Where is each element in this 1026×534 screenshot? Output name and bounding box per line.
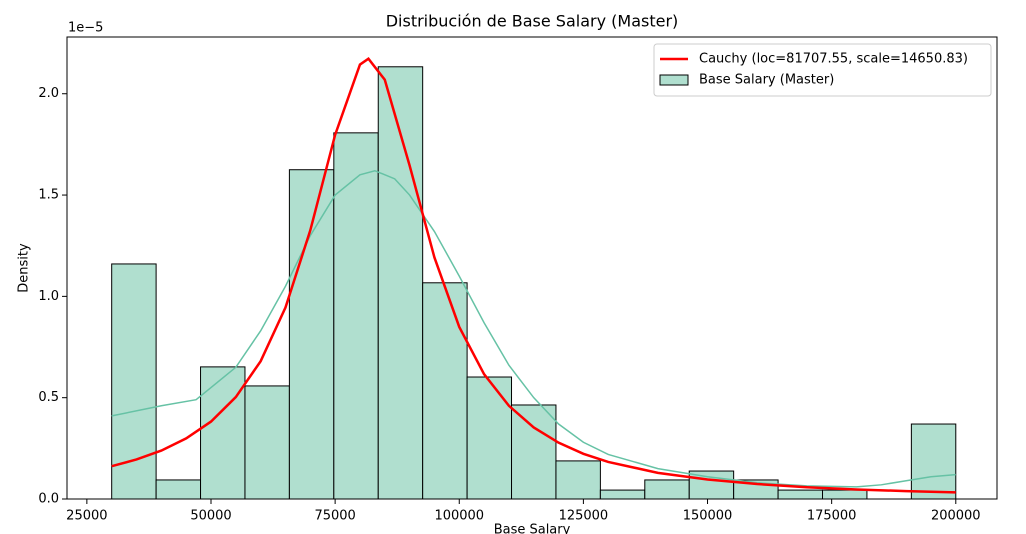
- kde-line: [111, 169, 956, 488]
- histogram-bar: [910, 423, 957, 500]
- histogram-bar: [155, 479, 202, 500]
- legend-swatch: [659, 74, 689, 86]
- x-tick-label: 200000: [931, 509, 981, 524]
- chart-title: Distribución de Base Salary (Master): [386, 12, 679, 31]
- legend-label: Base Salary (Master): [699, 73, 834, 88]
- histogram-bar: [599, 489, 646, 500]
- legend-label: Cauchy (loc=81707.55, scale=14650.83): [699, 52, 968, 67]
- x-tick-label: 175000: [807, 509, 857, 524]
- histogram-bar: [466, 376, 513, 500]
- y-tick-label: 1.5: [38, 188, 59, 203]
- histogram-bar: [688, 470, 735, 500]
- histogram-bar: [422, 282, 468, 500]
- y-tick-label: 2.0: [38, 86, 59, 101]
- histogram-bar: [288, 169, 335, 500]
- histogram-bar: [333, 132, 379, 500]
- histogram-bar: [244, 385, 290, 500]
- x-tick-label: 100000: [434, 509, 484, 524]
- fit-line: [111, 56, 956, 494]
- x-tick-label: 50000: [190, 509, 231, 524]
- histogram-bar: [822, 489, 868, 500]
- histogram-bar: [555, 460, 601, 500]
- histogram-bar: [777, 489, 824, 500]
- histogram-bar: [200, 366, 246, 500]
- histogram-bar: [377, 66, 424, 500]
- y-offset-text: 1e−5: [68, 21, 103, 36]
- y-tick-label: 1.0: [38, 289, 59, 304]
- y-tick-label: 0.5: [38, 390, 59, 405]
- x-tick-label: 125000: [559, 509, 609, 524]
- histogram-bar: [644, 479, 690, 500]
- x-tick-label: 150000: [683, 509, 733, 524]
- legend-box: [653, 43, 992, 97]
- y-tick-label: 0.0: [38, 492, 59, 507]
- histogram-bar: [511, 404, 557, 500]
- x-axis-label: Base Salary: [494, 523, 571, 534]
- x-tick-label: 25000: [66, 509, 107, 524]
- x-tick-label: 75000: [314, 509, 355, 524]
- y-axis-label: Density: [17, 243, 32, 293]
- plot-frame: [66, 36, 998, 500]
